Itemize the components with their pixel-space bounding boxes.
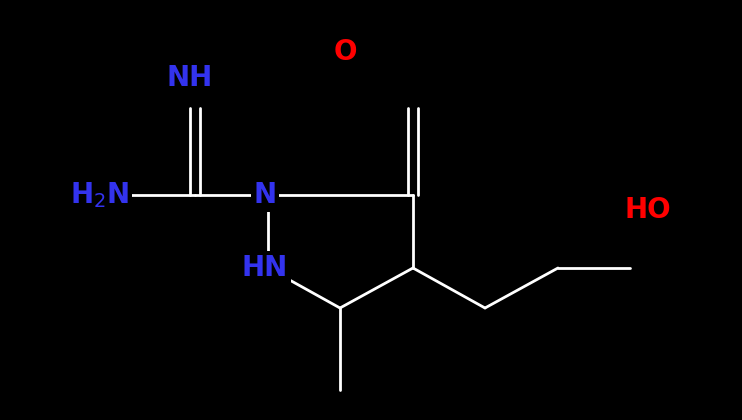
Text: O: O: [333, 38, 357, 66]
Text: NH: NH: [167, 64, 213, 92]
Text: HO: HO: [625, 196, 672, 224]
Text: HN: HN: [242, 254, 288, 282]
Text: H$_2$N: H$_2$N: [70, 180, 130, 210]
Text: N: N: [254, 181, 277, 209]
